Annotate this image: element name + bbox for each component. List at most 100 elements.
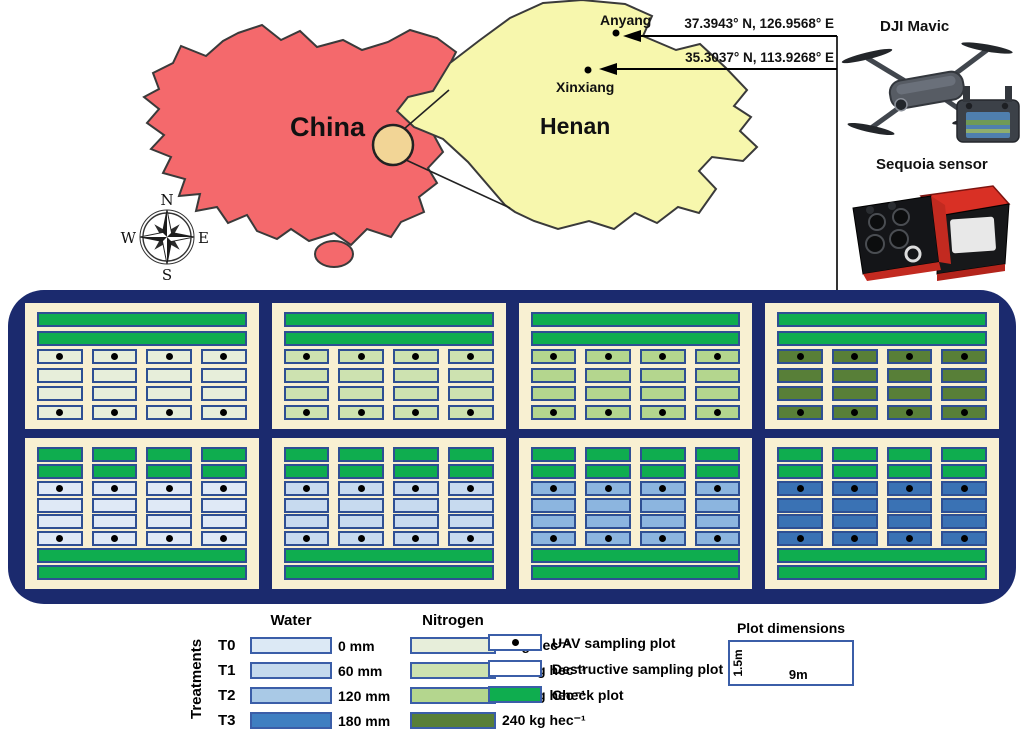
check-plot-cell [37,447,83,462]
check-plot-bar [283,564,494,580]
uav-sampling-plot [283,480,330,496]
check-plot-cell [283,463,330,479]
uav-plot-row [283,531,494,547]
destructive-sampling-plot [283,497,330,513]
plot-height-label: 1.5m [731,649,745,677]
sampling-dot [604,408,612,416]
uav-plot-row [37,531,247,547]
check-plot-cell [941,447,987,462]
destructive-sampling-plot [283,386,330,402]
uav-sampling-plot [146,531,193,547]
destructive-sampling-plot [201,514,247,530]
xinxiang-arrowhead [599,63,617,75]
field-block-water-180 [765,438,999,589]
check-plot-bar [283,330,494,346]
destructive-plot-row [37,514,247,530]
check-plot-cell [447,447,494,462]
field-block-nitrogen-240 [765,303,999,429]
nitrogen-180-swatch [410,687,496,704]
anyang-label: Anyang [600,12,652,28]
sampling-dot [303,408,311,416]
destructive-plot-legend-row: Destructive sampling plot [488,660,723,677]
destructive-sampling-plot [338,367,385,383]
sampling-dot [960,484,968,492]
destructive-sampling-plot [91,367,138,383]
water-0mm-label: 0 mm [338,637,375,654]
uav-sampling-plot [831,480,878,496]
check-plot-cell [201,463,247,479]
destructive-sampling-plot [941,514,987,530]
uav-sampling-plot [91,480,138,496]
uav-sampling-plot [37,349,83,365]
check-plot-legend-row: Check plot [488,686,723,703]
destructive-plot-row [283,386,494,402]
uav-sampling-plot [886,349,933,365]
water-0mm-swatch [250,637,332,654]
compass-north-half [162,210,167,237]
uav-plot-row [283,349,494,365]
field-block-water-60 [271,438,506,589]
check-plot-cell [91,447,138,462]
uav-sampling-plot [941,404,987,420]
compass-s-label: S [162,266,172,284]
check-plot-label: Check plot [552,686,624,703]
uav-plot-row [777,404,987,420]
check-plot-bar [283,312,494,327]
destructive-sampling-plot [941,497,987,513]
check-plot-bar [530,312,741,327]
uav-sampling-plot [338,404,385,420]
check-plot-swatch [488,686,542,703]
check-plot-cell [639,463,686,479]
compass-n-label: N [160,191,173,209]
destructive-plot-row [37,497,247,513]
destructive-sampling-plot [530,514,577,530]
uav-sampling-plot [777,349,823,365]
henan-label: Henan [540,113,611,139]
check-plot-cell [639,447,686,462]
uav-sampling-plot [639,349,686,365]
sampling-dot [905,484,913,492]
water-180mm-swatch [250,712,332,729]
destructive-sampling-plot [585,497,631,513]
destructive-sampling-plot [941,367,987,383]
compass-rose: N S W E [121,191,209,284]
xinxiang-coordinates: 35.3037° N, 113.9268° E [685,50,834,65]
destructive-sampling-plot [639,386,686,402]
plot-dimensions-box: 1.5m 9m [728,640,854,686]
uav-sampling-plot [694,404,741,420]
uav-sampling-plot [338,349,385,365]
zoom-connector-bottom [405,159,511,209]
destructive-sampling-plot [201,386,247,402]
sampling-dot [220,535,228,543]
destructive-plot-row [283,497,494,513]
check-plot-bar [777,330,987,346]
uav-plot-row [37,480,247,496]
uav-sampling-plot [639,480,686,496]
destructive-sampling-plot [393,386,439,402]
sampling-dot [713,535,721,543]
check-plot-row [283,447,494,462]
destructive-sampling-plot [393,514,439,530]
destructive-sampling-plot [585,367,631,383]
sampling-dot [851,408,859,416]
uav-plot-row [283,404,494,420]
destructive-sampling-plot [639,497,686,513]
check-plot-row [777,463,987,479]
check-plot-cell [338,463,385,479]
uav-plot-row [530,531,741,547]
uav-sampling-plot [91,531,138,547]
uav-plot-row [777,480,987,496]
destructive-sampling-plot [639,367,686,383]
uav-sampling-plot [694,531,741,547]
check-plot-cell [777,447,823,462]
uav-sampling-plot [777,531,823,547]
destructive-plot-swatch [488,660,542,677]
sampling-dot [56,408,64,416]
destructive-sampling-plot [146,514,193,530]
hainan-island-shape [314,240,354,268]
sampling-dot [659,353,667,361]
sampling-dot [467,353,475,361]
uav-sampling-plot [831,531,878,547]
china-label: China [290,112,366,142]
sampling-dot [56,353,64,361]
